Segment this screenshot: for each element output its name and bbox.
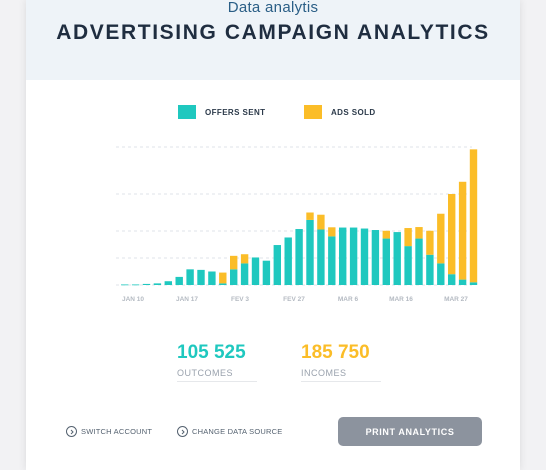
bar-offers-sent <box>164 281 172 285</box>
bar-ads-sold <box>437 213 445 264</box>
switch-account-label: SWITCH ACCOUNT <box>81 427 153 436</box>
legend-label-ads-sold: ADS SOLD <box>331 108 376 117</box>
bar-offers-sent <box>284 237 292 285</box>
bar-offers-sent <box>262 260 271 285</box>
bar-ads-sold <box>306 212 314 220</box>
x-tick-label: MAR 6 <box>338 296 359 303</box>
bar-offers-sent <box>175 276 183 285</box>
outcomes-divider <box>177 381 257 382</box>
bar-ads-sold <box>317 214 325 230</box>
bar-offers-sent <box>131 284 140 286</box>
header: Data analytis ADVERTISING CAMPAIGN ANALY… <box>26 0 520 80</box>
bar-offers-sent <box>458 279 467 285</box>
bar-offers-sent <box>295 229 303 285</box>
bar-offers-sent <box>349 227 358 285</box>
bar-offers-sent <box>197 269 205 285</box>
bar-offers-sent <box>142 283 151 285</box>
bar-ads-sold <box>448 194 456 275</box>
chevron-right-circle-icon <box>177 426 188 437</box>
change-data-source-label: CHANGE DATA SOURCE <box>192 427 283 436</box>
bar-offers-sent <box>339 227 347 285</box>
chevron-right-circle-icon <box>66 426 77 437</box>
analytics-card: Data analytis ADVERTISING CAMPAIGN ANALY… <box>26 0 520 470</box>
page-title: ADVERTISING CAMPAIGN ANALYTICS <box>56 21 490 44</box>
bar-offers-sent <box>371 230 380 285</box>
incomes-label: INCOMES <box>301 368 347 378</box>
bar-offers-sent <box>360 228 369 285</box>
bar-ads-sold <box>426 230 434 255</box>
bar-offers-sent <box>415 238 423 285</box>
legend-label-offers-sent: OFFERS SENT <box>205 108 266 117</box>
bar-ads-sold <box>404 228 412 247</box>
incomes-divider <box>301 381 381 382</box>
bar-offers-sent <box>426 254 434 285</box>
bar-offers-sent <box>306 219 314 285</box>
x-tick-label: MAR 27 <box>444 296 468 303</box>
legend-swatch-offers-sent <box>178 105 196 119</box>
bar-offers-sent <box>230 269 238 285</box>
bar-offers-sent <box>273 245 281 285</box>
bar-ads-sold <box>240 254 249 264</box>
print-analytics-button[interactable]: PRINT ANALYTICS <box>338 417 482 446</box>
header-subtitle: Data analytis <box>227 0 319 16</box>
bar-offers-sent <box>251 257 260 285</box>
bar-offers-sent <box>382 238 390 285</box>
bar-ads-sold <box>469 149 478 283</box>
bar-ads-sold <box>382 230 390 239</box>
outcomes-label: OUTCOMES <box>177 368 234 378</box>
bar-offers-sent <box>437 263 445 285</box>
bar-ads-sold <box>415 227 423 239</box>
bar-offers-sent <box>121 284 129 286</box>
x-tick-label: JAN 10 <box>122 296 144 303</box>
bar-offers-sent <box>153 283 162 285</box>
bar-ads-sold <box>328 227 336 237</box>
bar-offers-sent <box>186 269 194 285</box>
outcomes-value: 105 525 <box>177 342 246 363</box>
bar-ads-sold <box>230 255 238 270</box>
bar-ads-sold <box>219 272 227 284</box>
bar-offers-sent <box>328 236 336 285</box>
x-tick-label: JAN 17 <box>176 296 198 303</box>
bar-offers-sent <box>469 282 478 285</box>
x-tick-label: FEV 3 <box>231 296 249 303</box>
bar-offers-sent <box>404 246 412 285</box>
incomes-value: 185 750 <box>301 342 370 363</box>
legend-swatch-ads-sold <box>304 105 322 119</box>
bar-offers-sent <box>393 232 401 285</box>
x-tick-label: FEV 27 <box>283 296 305 303</box>
x-tick-label: MAR 16 <box>389 296 413 303</box>
bar-offers-sent <box>219 283 227 285</box>
bar-offers-sent <box>317 229 325 285</box>
bar-offers-sent <box>240 263 249 285</box>
bar-offers-sent <box>448 274 456 285</box>
bar-ads-sold <box>458 181 467 280</box>
bar-offers-sent <box>208 271 216 285</box>
